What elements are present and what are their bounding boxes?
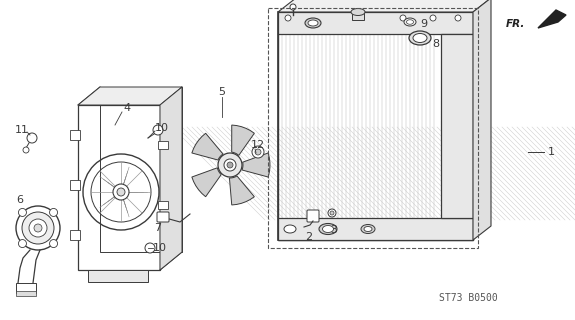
- Text: 4: 4: [124, 103, 131, 113]
- Circle shape: [27, 133, 37, 143]
- Ellipse shape: [305, 18, 321, 28]
- Bar: [278, 218, 473, 240]
- Ellipse shape: [284, 225, 296, 233]
- Ellipse shape: [361, 225, 375, 234]
- Text: 12: 12: [251, 140, 265, 150]
- Circle shape: [290, 4, 296, 10]
- Ellipse shape: [22, 212, 54, 244]
- Circle shape: [224, 159, 236, 171]
- Ellipse shape: [34, 224, 42, 232]
- Text: FR.: FR.: [505, 19, 525, 29]
- Polygon shape: [160, 87, 182, 270]
- Ellipse shape: [16, 206, 60, 250]
- Circle shape: [430, 15, 436, 21]
- Polygon shape: [473, 0, 491, 240]
- Bar: [70, 180, 80, 190]
- Circle shape: [455, 15, 461, 21]
- FancyBboxPatch shape: [307, 210, 319, 222]
- Circle shape: [145, 243, 155, 253]
- Bar: [16, 283, 36, 293]
- Circle shape: [285, 15, 291, 21]
- Polygon shape: [229, 176, 254, 205]
- Bar: [100, 87, 182, 252]
- Ellipse shape: [319, 223, 337, 235]
- Polygon shape: [538, 10, 566, 28]
- Circle shape: [330, 211, 334, 215]
- Circle shape: [227, 162, 233, 168]
- Circle shape: [252, 146, 264, 158]
- Text: 3: 3: [331, 225, 338, 235]
- Bar: [352, 12, 364, 20]
- Circle shape: [18, 208, 26, 216]
- Text: 11: 11: [15, 125, 29, 135]
- Text: ST73 B0500: ST73 B0500: [439, 293, 497, 303]
- Text: 7: 7: [155, 223, 162, 233]
- Bar: [278, 12, 473, 240]
- Circle shape: [328, 209, 336, 217]
- Circle shape: [255, 149, 261, 155]
- Circle shape: [23, 147, 29, 153]
- Bar: [70, 230, 80, 240]
- Bar: [441, 34, 473, 218]
- Ellipse shape: [351, 9, 365, 15]
- Bar: [78, 105, 160, 270]
- Bar: [158, 201, 168, 209]
- Polygon shape: [192, 133, 223, 160]
- Circle shape: [49, 240, 58, 248]
- Text: 10: 10: [153, 243, 167, 253]
- Circle shape: [117, 188, 125, 196]
- Polygon shape: [232, 125, 254, 156]
- Circle shape: [49, 208, 58, 216]
- Ellipse shape: [409, 31, 431, 45]
- Ellipse shape: [407, 20, 413, 24]
- Ellipse shape: [404, 18, 416, 26]
- Circle shape: [153, 125, 163, 135]
- Bar: [268, 8, 478, 248]
- Bar: [16, 291, 36, 296]
- Polygon shape: [192, 168, 221, 197]
- Ellipse shape: [323, 226, 334, 233]
- Polygon shape: [78, 87, 182, 105]
- Text: 1: 1: [547, 147, 554, 157]
- Ellipse shape: [413, 34, 427, 43]
- Polygon shape: [278, 0, 491, 12]
- Text: 6: 6: [17, 195, 24, 205]
- Text: 2: 2: [305, 232, 313, 242]
- Ellipse shape: [308, 20, 318, 26]
- Polygon shape: [242, 153, 270, 177]
- Circle shape: [218, 153, 242, 177]
- Text: 5: 5: [218, 87, 225, 97]
- Circle shape: [18, 240, 26, 248]
- Bar: [70, 130, 80, 140]
- Circle shape: [400, 15, 406, 21]
- Bar: [88, 270, 148, 282]
- Text: 8: 8: [432, 39, 439, 49]
- FancyBboxPatch shape: [157, 212, 169, 222]
- Circle shape: [113, 184, 129, 200]
- Bar: [278, 12, 473, 34]
- Text: 10: 10: [155, 123, 169, 133]
- Text: 9: 9: [420, 19, 428, 29]
- Ellipse shape: [29, 219, 47, 237]
- Ellipse shape: [364, 227, 372, 231]
- Bar: [158, 141, 168, 149]
